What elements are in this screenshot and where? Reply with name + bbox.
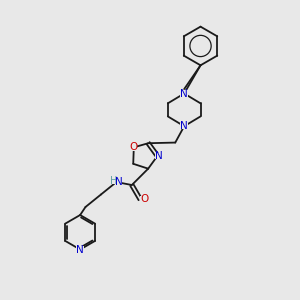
Text: N: N: [180, 88, 188, 98]
Text: H: H: [110, 176, 118, 186]
Text: O: O: [140, 194, 148, 204]
Bar: [108, 177, 119, 184]
Bar: [115, 178, 122, 186]
Bar: [180, 90, 188, 97]
Bar: [130, 144, 137, 151]
Bar: [140, 196, 148, 202]
Text: O: O: [129, 142, 137, 152]
Bar: [180, 123, 188, 130]
Bar: [155, 153, 163, 159]
Bar: [76, 246, 84, 253]
Text: N: N: [115, 177, 123, 187]
Text: N: N: [76, 244, 84, 254]
Text: N: N: [155, 151, 163, 161]
Text: N: N: [180, 121, 188, 131]
